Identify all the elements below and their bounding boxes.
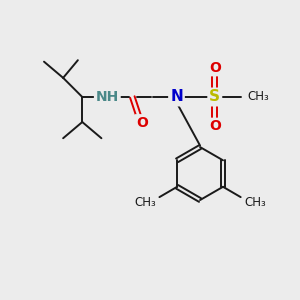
Text: CH₃: CH₃ — [248, 91, 269, 103]
Text: CH₃: CH₃ — [244, 196, 266, 208]
Text: O: O — [209, 119, 221, 134]
Text: NH: NH — [96, 90, 119, 104]
Text: N: N — [170, 89, 183, 104]
Text: O: O — [209, 61, 221, 75]
Text: O: O — [136, 116, 148, 130]
Text: CH₃: CH₃ — [134, 196, 156, 208]
Text: S: S — [209, 89, 220, 104]
